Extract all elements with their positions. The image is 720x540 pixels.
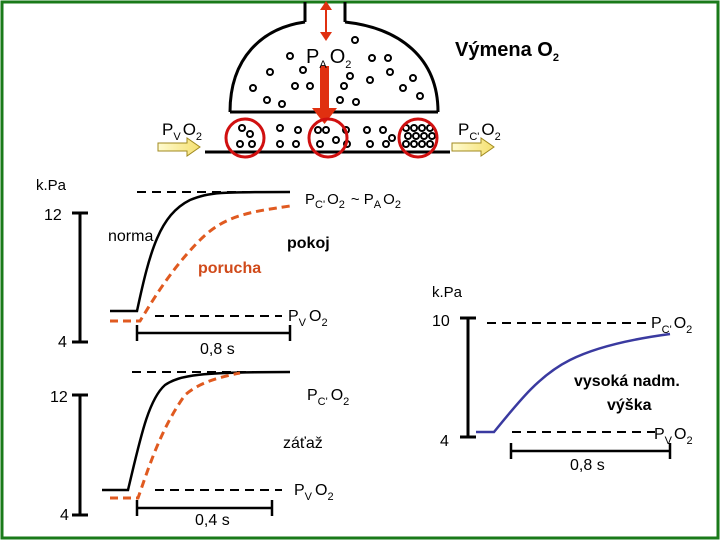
- oxygen-molecule-icon: [236, 140, 244, 148]
- oxygen-molecule-icon: [248, 140, 256, 148]
- altitude-capillary-po2-label: PC' O2: [651, 315, 692, 336]
- exercise-panel: 12 4 0,4 s záťaž PC' O2 PV O2: [50, 370, 349, 529]
- oxygen-molecule-icon: [418, 140, 426, 148]
- oxygen-molecule-icon: [351, 36, 359, 44]
- oxygen-molecule-icon: [404, 132, 412, 140]
- altitude-condition-line2: výška: [607, 397, 652, 414]
- exercise-capillary-po2-label: PC' O2: [307, 387, 349, 408]
- oxygen-molecule-icon: [306, 82, 314, 90]
- exercise-normal-curve: [102, 370, 291, 492]
- altitude-condition-line1: vysoká nadm.: [574, 373, 680, 390]
- oxygen-molecule-icon: [346, 72, 354, 80]
- oxygen-molecule-icon: [402, 140, 410, 148]
- oxygen-molecule-icon: [263, 96, 271, 104]
- altitude-panel: k.Pa 10 4 0,8 s vysoká nadm. výška PC' O2…: [432, 284, 693, 474]
- oxygen-molecule-icon: [363, 126, 371, 134]
- altitude-curve: [476, 332, 671, 434]
- capillary-entry-circle: [224, 117, 266, 159]
- altitude-time-label: 0,8 s: [570, 457, 605, 474]
- rest-fault-curve: [110, 204, 291, 323]
- alveolus-wall: [228, 20, 440, 113]
- rest-y-tick-low: 4: [58, 334, 67, 351]
- capillary-po2-label: PC' O2: [458, 120, 501, 143]
- blood-outflow-arrow: [451, 137, 495, 157]
- ventilation-arrow: [320, 1, 332, 41]
- exercise-venous-po2-label: PV O2: [294, 482, 334, 503]
- rest-condition-label: pokoj: [287, 235, 330, 252]
- rest-y-tick-high: 12: [44, 207, 62, 224]
- alveolus-illustration: PA O2 Výmena O2 PV O2 PC' O2: [157, 1, 559, 159]
- oxygen-molecule-icon: [291, 82, 299, 90]
- oxygen-molecule-icon: [420, 132, 428, 140]
- oxygen-molecule-icon: [388, 134, 396, 142]
- exercise-y-tick-high: 12: [50, 389, 68, 406]
- oxygen-molecule-icon: [278, 100, 286, 108]
- oxygen-molecule-icon: [382, 140, 390, 148]
- exercise-fault-curve: [110, 371, 241, 500]
- oxygen-molecule-icon: [368, 54, 376, 62]
- oxygen-molecule-icon: [294, 126, 302, 134]
- oxygen-molecule-icon: [410, 140, 418, 148]
- oxygen-molecule-icon: [412, 132, 420, 140]
- oxygen-molecule-icon: [426, 140, 434, 148]
- oxygen-molecule-icon: [292, 140, 300, 148]
- oxygen-molecule-icon: [276, 140, 284, 148]
- rest-fault-label: porucha: [198, 260, 261, 277]
- rest-normal-label: norma: [108, 228, 153, 245]
- alveolar-po2-label: PA O2: [306, 46, 351, 71]
- rest-panel: k.Pa 12 4 norma porucha pokoj 0,8 s PC' O…: [36, 177, 401, 358]
- rest-capillary-po2-label: PC' O2 ~ PA O2: [305, 191, 401, 211]
- oxygen-molecule-icon: [332, 136, 340, 144]
- oxygen-molecule-icon: [352, 98, 360, 106]
- altitude-y-tick-low: 4: [440, 433, 449, 450]
- oxygen-molecule-icon: [366, 76, 374, 84]
- oxygen-molecule-icon: [379, 126, 387, 134]
- oxygen-molecule-icon: [340, 82, 348, 90]
- rest-time-label: 0,8 s: [200, 341, 235, 358]
- oxygen-molecule-icon: [410, 124, 418, 132]
- rest-y-unit: k.Pa: [36, 177, 67, 194]
- oxygen-molecules-alveolus: [249, 36, 424, 108]
- oxygen-molecule-icon: [409, 74, 417, 82]
- blood-inflow-arrow: [157, 137, 201, 157]
- oxygen-molecule-icon: [276, 124, 284, 132]
- oxygen-molecule-icon: [266, 68, 274, 76]
- oxygen-molecule-icon: [336, 96, 344, 104]
- capillary-middle-circle: [307, 117, 349, 159]
- rest-venous-po2-label: PV O2: [288, 308, 328, 329]
- capillary-exit-circle: [397, 117, 439, 159]
- altitude-y-unit: k.Pa: [432, 284, 463, 301]
- rest-normal-curve: [110, 190, 291, 313]
- oxygen-molecule-icon: [366, 140, 374, 148]
- exercise-y-tick-low: 4: [60, 507, 69, 524]
- oxygen-molecule-icon: [386, 68, 394, 76]
- oxygen-molecule-icon: [299, 66, 307, 74]
- oxygen-molecule-icon: [384, 54, 392, 62]
- oxygen-molecule-icon: [399, 84, 407, 92]
- oxygen-molecule-icon: [238, 124, 246, 132]
- oxygen-molecule-icon: [286, 52, 294, 60]
- diffusion-arrow: [312, 66, 337, 124]
- altitude-venous-po2-label: PV O2: [654, 426, 693, 447]
- altitude-y-tick-high: 10: [432, 313, 450, 330]
- oxygen-molecule-icon: [418, 124, 426, 132]
- exercise-condition-label: záťaž: [283, 435, 323, 452]
- oxygen-molecules-capillary: [236, 124, 436, 148]
- oxygen-molecule-icon: [428, 132, 436, 140]
- oxygen-molecule-icon: [416, 92, 424, 100]
- oxygen-molecule-icon: [246, 130, 254, 138]
- oxygen-molecule-icon: [249, 84, 257, 92]
- oxygen-molecule-icon: [314, 126, 322, 134]
- exercise-time-label: 0,4 s: [195, 512, 230, 529]
- venous-po2-label: PV O2: [162, 120, 202, 143]
- oxygen-molecule-icon: [322, 126, 330, 134]
- exchange-title: Výmena O2: [455, 39, 559, 64]
- oxygen-molecule-icon: [316, 140, 324, 148]
